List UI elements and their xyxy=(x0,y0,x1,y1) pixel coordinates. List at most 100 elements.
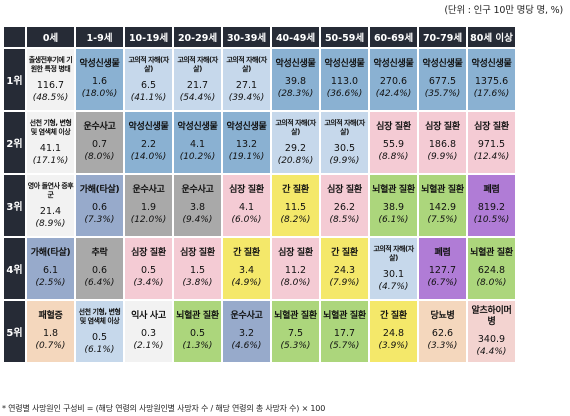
composition-percent: (4.6%) xyxy=(231,341,262,351)
composition-percent: (18.0%) xyxy=(81,89,118,99)
cause-name: 악성신생물 xyxy=(177,122,218,132)
cause-cell: 패혈증 1.8 (0.7%) xyxy=(27,301,74,362)
death-rate-value: 0.6 xyxy=(91,202,108,213)
cause-name: 운수사고 xyxy=(181,185,214,195)
cause-cell: 당뇨병 62.6 (3.3%) xyxy=(419,301,466,362)
cause-name: 간 질환 xyxy=(233,248,260,258)
cause-name: 선천 기형, 변형 및 염색체 이상 xyxy=(29,118,72,136)
death-rate-value: 4.1 xyxy=(189,139,206,150)
cause-cell: 선천 기형, 변형 및 염색체 이상 41.1 (17.1%) xyxy=(27,112,74,173)
age-header: 80세 이상 xyxy=(468,27,515,47)
cause-name: 악성신생물 xyxy=(324,59,365,69)
death-rate-value: 29.2 xyxy=(284,142,307,154)
composition-percent: (2.1%) xyxy=(133,341,164,351)
death-rate-value: 27.1 xyxy=(235,79,258,91)
composition-percent: (0.7%) xyxy=(35,341,66,351)
cause-name: 뇌혈관 질환 xyxy=(372,185,415,195)
composition-percent: (6.4%) xyxy=(84,278,115,288)
composition-percent: (8.9%) xyxy=(35,218,66,229)
cause-cell: 악성신생물 1375.6 (17.6%) xyxy=(468,49,515,110)
cause-cell: 심장 질환 26.2 (8.5%) xyxy=(321,175,368,236)
rank-label: 4위 xyxy=(4,238,25,299)
death-rate-value: 3.4 xyxy=(238,265,255,276)
cause-cell: 심장 질환 0.5 (3.4%) xyxy=(125,238,172,299)
cause-name: 출생전후기에 기원한 특정 병태 xyxy=(28,55,73,73)
death-rate-value: 39.8 xyxy=(284,76,307,87)
cause-name: 고의적 자해(자살) xyxy=(275,118,316,136)
age-header: 10-19세 xyxy=(125,27,172,47)
cause-name: 운수사고 xyxy=(83,122,116,132)
cause-name: 당뇨병 xyxy=(430,311,455,321)
rank-row: 5위 패혈증 1.8 (0.7%) 선천 기형, 변형 및 염색체 이상 0.5 (6.1%… xyxy=(4,301,515,362)
cause-name: 뇌혈관 질환 xyxy=(176,311,219,321)
composition-percent: (2.5%) xyxy=(35,278,66,288)
cause-cell: 뇌혈관 질환 17.7 (5.7%) xyxy=(321,301,368,362)
cause-name: 간 질환 xyxy=(282,185,309,195)
cause-name: 심장 질환 xyxy=(425,122,460,132)
cause-cell: 고의적 자해(자살) 30.5 (9.9%) xyxy=(321,112,368,173)
composition-percent: (54.4%) xyxy=(179,92,216,103)
cause-name: 간 질환 xyxy=(380,311,407,321)
cause-name: 가해(타살) xyxy=(30,248,71,258)
cause-cell: 악성신생물 13.2 (19.1%) xyxy=(223,112,270,173)
cause-cell: 운수사고 0.7 (8.0%) xyxy=(76,112,123,173)
cause-cell: 추락 0.6 (6.4%) xyxy=(76,238,123,299)
cause-cell: 뇌혈관 질환 0.5 (1.3%) xyxy=(174,301,221,362)
composition-percent: (8.5%) xyxy=(329,215,360,225)
cause-name: 추락 xyxy=(91,248,108,258)
cause-name: 악성신생물 xyxy=(275,59,316,69)
composition-percent: (6.1%) xyxy=(84,344,115,355)
cause-name: 폐렴 xyxy=(434,248,451,258)
cause-cell: 고의적 자해(자살) 6.5 (41.1%) xyxy=(125,49,172,110)
composition-percent: (8.8%) xyxy=(378,152,409,162)
composition-percent: (42.4%) xyxy=(375,89,412,99)
cause-cell: 심장 질환 971.5 (12.4%) xyxy=(468,112,515,173)
cause-name: 간 질환 xyxy=(331,248,358,258)
cause-cell: 폐렴 127.7 (6.7%) xyxy=(419,238,466,299)
death-rate-value: 0.6 xyxy=(91,265,108,276)
composition-percent: (28.3%) xyxy=(277,89,314,99)
cause-name: 악성신생물 xyxy=(422,59,463,69)
cause-cell: 심장 질환 55.9 (8.8%) xyxy=(370,112,417,173)
composition-percent: (3.8%) xyxy=(182,278,213,288)
cause-name: 악성신생물 xyxy=(128,122,169,132)
composition-percent: (3.9%) xyxy=(378,341,409,351)
death-rate-value: 819.2 xyxy=(477,202,506,213)
composition-percent: (7.5%) xyxy=(427,215,458,225)
rank-label: 1위 xyxy=(4,49,25,110)
death-rate-value: 6.1 xyxy=(42,265,59,276)
composition-percent: (4.9%) xyxy=(231,278,262,288)
composition-percent: (8.0%) xyxy=(84,152,115,162)
death-rate-value: 38.9 xyxy=(382,202,405,213)
composition-percent: (19.1%) xyxy=(228,152,265,162)
death-rate-value: 17.7 xyxy=(333,328,356,339)
death-rate-value: 1.5 xyxy=(189,265,206,276)
death-rate-value: 30.1 xyxy=(382,268,405,280)
death-rate-value: 1375.6 xyxy=(474,76,509,87)
death-rate-value: 0.5 xyxy=(140,265,157,276)
death-rate-value: 142.9 xyxy=(428,202,457,213)
death-rate-value: 0.5 xyxy=(189,328,206,339)
composition-percent: (39.4%) xyxy=(228,92,265,103)
death-rate-value: 340.9 xyxy=(477,333,506,345)
composition-percent: (10.5%) xyxy=(473,215,510,225)
cause-name: 악성신생물 xyxy=(79,59,120,69)
cause-name: 심장 질환 xyxy=(278,248,313,258)
composition-percent: (5.3%) xyxy=(280,341,311,351)
cause-cell: 심장 질환 4.1 (6.0%) xyxy=(223,175,270,236)
composition-percent: (41.1%) xyxy=(130,92,167,103)
death-rate-value: 41.1 xyxy=(39,142,62,154)
cause-name: 심장 질환 xyxy=(180,248,215,258)
cause-cell: 악성신생물 39.8 (28.3%) xyxy=(272,49,319,110)
cause-cell: 뇌혈관 질환 624.8 (8.0%) xyxy=(468,238,515,299)
age-header: 40-49세 xyxy=(272,27,319,47)
cause-name: 가해(타살) xyxy=(79,185,120,195)
composition-percent: (48.5%) xyxy=(32,92,69,103)
rank-rows: 1위 출생전후기에 기원한 특정 병태 116.7 (48.5%) 악성신생물 1.6 (1… xyxy=(4,49,515,362)
death-rate-value: 21.4 xyxy=(39,205,62,217)
cause-name: 악성신생물 xyxy=(226,122,267,132)
death-rate-value: 127.7 xyxy=(428,265,457,276)
cause-cell: 뇌혈관 질환 142.9 (7.5%) xyxy=(419,175,466,236)
death-rate-value: 4.1 xyxy=(238,202,255,213)
composition-percent: (14.0%) xyxy=(130,152,167,162)
